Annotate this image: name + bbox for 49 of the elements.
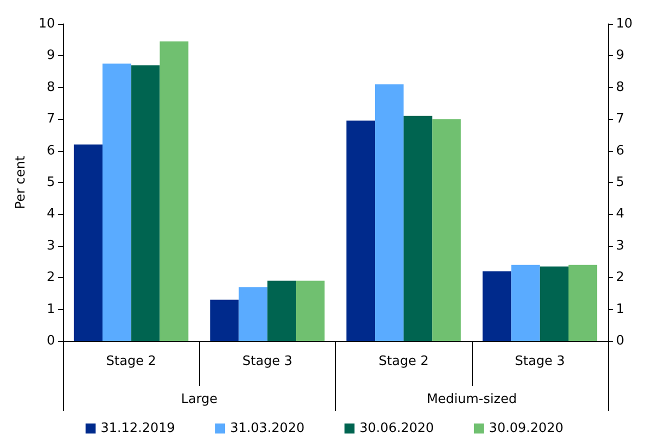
bar: [296, 280, 325, 341]
y-tick-label: 8: [46, 80, 55, 95]
y-tick-label: 0: [46, 334, 55, 348]
legend-label: 30.06.2020: [360, 421, 434, 436]
y2-tick-label: 4: [616, 206, 624, 222]
y-tick-label: 2: [46, 270, 55, 286]
y2-tick-label: 6: [616, 143, 624, 158]
bar: [540, 266, 568, 341]
bar: [404, 116, 432, 341]
y-axis-title: Per cent: [14, 156, 29, 210]
y2-tick-label: 8: [616, 80, 624, 95]
bar: [131, 65, 160, 341]
bar: [375, 84, 404, 341]
y-tick-label: 3: [46, 238, 55, 254]
text: Large: [180, 392, 218, 407]
bar: [74, 144, 103, 341]
y-tick-label: 4: [46, 206, 55, 222]
legend-label: 31.12.2019: [100, 421, 176, 436]
y2-tick-label: 7: [616, 112, 624, 127]
bar: [238, 287, 268, 341]
x-tick-label: Stage 2: [378, 354, 429, 369]
y-tick-label: 6: [46, 143, 55, 158]
y2-tick-label: 9: [616, 48, 624, 64]
bar: [511, 264, 540, 341]
y2-tick-label: 5: [616, 175, 624, 190]
bar: [267, 280, 296, 341]
y-tick-label: 10: [38, 16, 55, 32]
text: Medium-sized: [426, 392, 517, 407]
y2-tick-label: 0: [616, 334, 624, 348]
y-tick-label: 1: [46, 302, 55, 317]
bar: [346, 120, 376, 341]
y-tick-label: 7: [46, 112, 55, 127]
x-tick-label: Stage 2: [106, 354, 156, 369]
y2-tick-label: 10: [616, 16, 633, 32]
y2-tick-label: 1: [616, 302, 624, 317]
bar: [160, 41, 188, 341]
bar: [568, 264, 598, 341]
bar: [210, 300, 239, 341]
legend-label: 31.03.2020: [230, 421, 305, 436]
legend-label: 30.09.2020: [488, 421, 564, 436]
y-tick-label: 9: [46, 48, 55, 64]
y-tick-label: 5: [46, 175, 55, 190]
y2-tick-label: 2: [616, 270, 624, 286]
bar: [102, 64, 132, 341]
y2-tick-label: 3: [616, 238, 624, 254]
bar: [482, 271, 512, 341]
x-tick-label: Stage 3: [242, 354, 292, 369]
bar: [432, 119, 461, 341]
x-tick-label: Stage 3: [514, 354, 565, 369]
